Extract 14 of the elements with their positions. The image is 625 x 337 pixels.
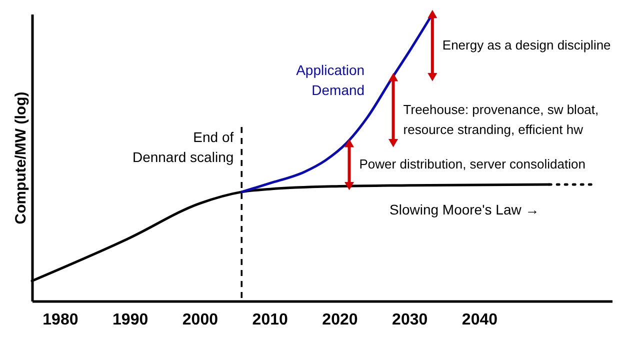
x-tick-label: 2010 (252, 312, 288, 328)
y-axis-title: Compute/MW (log) (12, 92, 30, 224)
annotation: Power distribution, server consolidation (359, 156, 586, 172)
x-tick-label: 1980 (42, 312, 78, 328)
series-label: Application Demand (296, 62, 365, 98)
x-tick-label: 2000 (182, 312, 218, 328)
x-tick-label: 2030 (392, 312, 428, 328)
x-tick-label: 1990 (112, 312, 148, 328)
annotation: Treehouse: provenance, sw bloat, resource stranding, efficient hw (403, 102, 599, 138)
annotation: Energy as a design discipline (442, 38, 611, 53)
series-label: Slowing Moore's Law → (389, 201, 540, 218)
x-tick-label: 2020 (322, 312, 358, 328)
ref-line-label: End of Dennard scaling (132, 129, 234, 165)
x-tick-label: 2040 (462, 312, 498, 328)
